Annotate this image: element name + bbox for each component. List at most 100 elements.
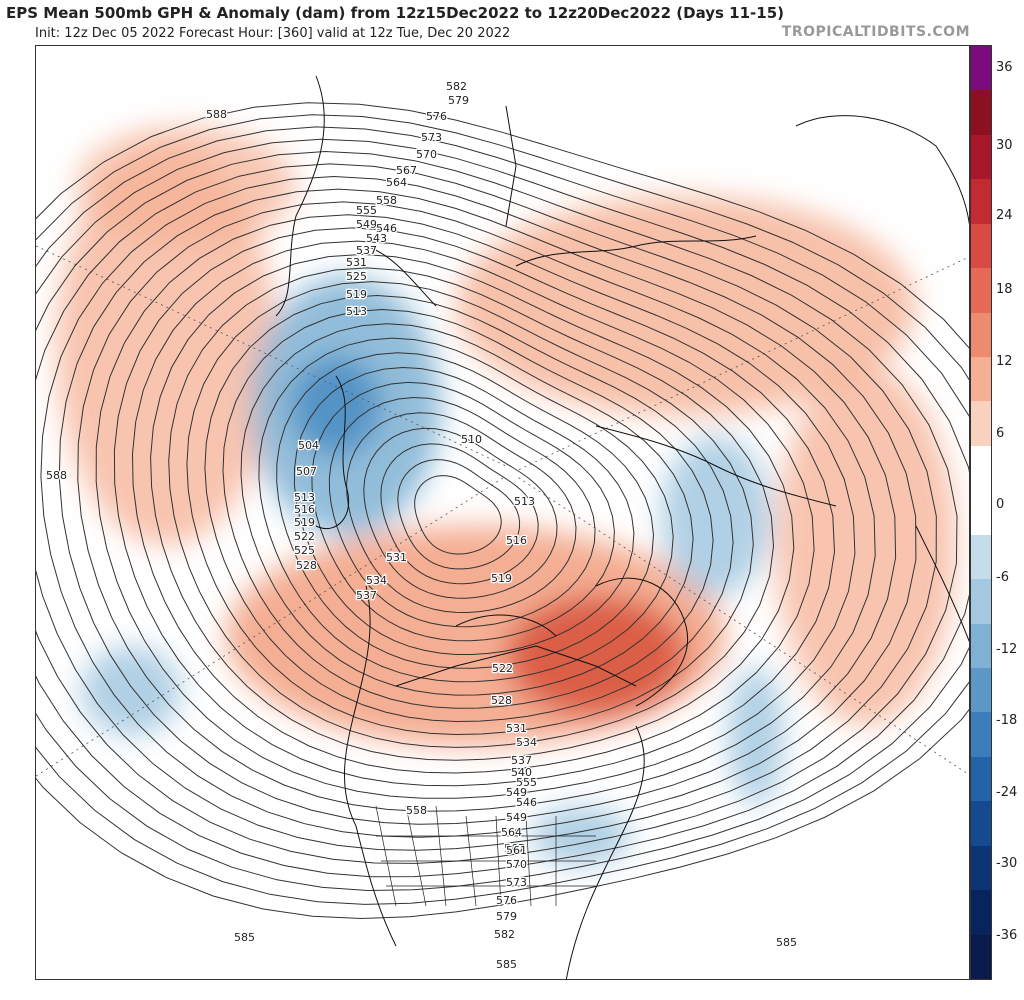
colorbar-segment: [971, 312, 991, 358]
colorbar-segment: [971, 268, 991, 314]
height-contour: [380, 443, 539, 585]
height-contour: [397, 459, 521, 570]
height-contour: [311, 381, 615, 642]
contour-label: 588: [206, 108, 227, 121]
height-contour: [240, 323, 694, 696]
colorbar-segment: [971, 623, 991, 669]
height-contour: [186, 281, 754, 736]
colorbar-segment: [971, 134, 991, 180]
contour-label: 528: [296, 559, 317, 572]
contour-label: 582: [446, 80, 467, 93]
height-contour: [58, 188, 897, 825]
colorbar-label: -30: [996, 856, 1018, 871]
contour-label: 576: [496, 894, 517, 907]
contour-label: 519: [491, 572, 512, 585]
colorbar-segment: [971, 579, 991, 625]
colorbar-segment: [971, 401, 991, 447]
colorbar: [970, 45, 992, 980]
colorbar-segment: [971, 934, 991, 980]
contour-label: 531: [346, 256, 367, 269]
anomaly-pos-core: [506, 596, 686, 716]
contour-label: 570: [506, 858, 527, 871]
contour-label: 567: [504, 842, 525, 855]
contour-label: 537: [356, 589, 377, 602]
contour-label: 546: [376, 222, 397, 235]
colorbar-label: -6: [996, 570, 1009, 585]
contour-label: 522: [492, 662, 513, 675]
height-contour: [95, 214, 856, 799]
contour-label: 519: [346, 288, 367, 301]
height-contour: [204, 294, 734, 723]
height-contour: [36, 102, 969, 920]
colorbar-segment: [971, 668, 991, 713]
contour-label: 579: [496, 910, 517, 923]
contour-label: 507: [296, 465, 317, 478]
contour-label: 588: [46, 469, 67, 482]
height-contour: [77, 201, 876, 812]
contour-label: 576: [426, 110, 447, 123]
contour-label: 585: [496, 958, 517, 971]
height-contour: [414, 475, 502, 555]
contour-label: 537: [511, 754, 532, 767]
contour-label: 531: [386, 551, 407, 564]
colorbar-label: -36: [996, 928, 1018, 943]
colorbar-segment: [971, 490, 991, 536]
height-contour: [40, 175, 917, 838]
height-contour: [258, 337, 674, 683]
contour-label: 582: [494, 928, 515, 941]
contour-label: 570: [416, 148, 437, 161]
contour-label: 510: [461, 433, 482, 446]
colorbar-segment: [971, 890, 991, 936]
height-contour: [113, 227, 836, 787]
anomaly-neg-pacific: [81, 646, 181, 736]
contour-label: 525: [346, 270, 367, 283]
colorbar-segment: [971, 46, 991, 91]
brand-watermark[interactable]: TROPICALTIDBITS.COM: [781, 24, 970, 40]
colorbar-label: -12: [996, 642, 1018, 657]
colorbar-label: 6: [996, 426, 1005, 441]
anomaly-layer: [56, 126, 956, 866]
contour-label: 540: [511, 766, 532, 779]
contour-label: 516: [506, 534, 527, 547]
colorbar-segment: [971, 801, 991, 847]
anomaly-neg-core: [291, 356, 381, 456]
contour-label: 573: [421, 131, 442, 144]
colorbar-segment: [971, 357, 991, 402]
contour-label: 585: [776, 936, 797, 949]
anomaly-pos-east: [776, 366, 956, 726]
anomaly-neg-europe: [661, 436, 771, 596]
height-contour: [276, 352, 655, 669]
height-contour: [150, 253, 795, 761]
anomaly-pos-gulf: [76, 126, 296, 246]
height-contour: [293, 366, 635, 655]
contour-label: 516: [294, 503, 315, 516]
contour-label: 579: [448, 94, 469, 107]
height-contour: [36, 150, 958, 864]
height-contour: [36, 114, 969, 905]
contour-label: 567: [396, 164, 417, 177]
graticule: [36, 245, 969, 777]
contour-label: 549: [356, 218, 377, 231]
contour-label: 525: [294, 544, 315, 557]
map-title: EPS Mean 500mb GPH & Anomaly (dam) from …: [6, 4, 785, 22]
colorbar-label: 0: [996, 497, 1005, 512]
contour-label: 543: [366, 232, 387, 245]
contour-label: 555: [516, 776, 537, 789]
contour-label: 513: [514, 495, 535, 508]
contour-label: 528: [491, 694, 512, 707]
contour-label: 531: [506, 722, 527, 735]
height-contour: [363, 427, 558, 599]
contour-label: 549: [506, 811, 527, 824]
contour-label: 537: [356, 244, 377, 257]
height-contour: [168, 267, 775, 748]
height-contour: [222, 308, 714, 709]
coastlines: [275, 75, 969, 979]
map-panel: 588 588 585 585 585 582 582 579 579 576 576 573 573 5…: [35, 45, 970, 980]
contour-label: 573: [506, 876, 527, 889]
colorbar-segment: [971, 90, 991, 136]
contour-label: 522: [294, 530, 315, 543]
contour-label: 564: [386, 176, 407, 189]
contour-label: 513: [346, 305, 367, 318]
us-states: [375, 805, 596, 907]
